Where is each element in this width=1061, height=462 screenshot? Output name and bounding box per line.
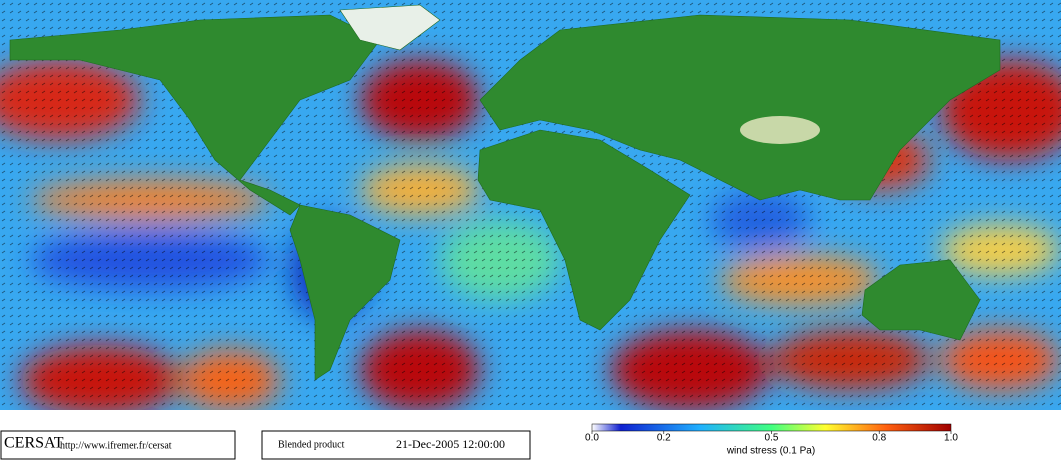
colorbar-label: wind stress (0.1 Pa) — [726, 446, 815, 457]
land — [9, 4, 1001, 381]
colorbar — [591, 423, 952, 432]
info-box — [261, 430, 531, 460]
colorbar-tick-label: 1.0 — [944, 433, 958, 444]
colorbar-tick-label: 0.0 — [585, 433, 599, 444]
colorbar-tick-label: 0.8 — [872, 433, 886, 444]
logo: CERSAT — [4, 435, 64, 452]
timestamp: 21-Dec-2005 12:00:00 — [396, 437, 505, 451]
url: http://www.ifremer.fr/cersat — [60, 440, 172, 451]
logo-box — [0, 430, 236, 460]
colorbar-tick-label: 0.2 — [657, 433, 671, 444]
colorbar-tick-label: 0.5 — [765, 433, 779, 444]
product: Blended product — [278, 439, 345, 450]
